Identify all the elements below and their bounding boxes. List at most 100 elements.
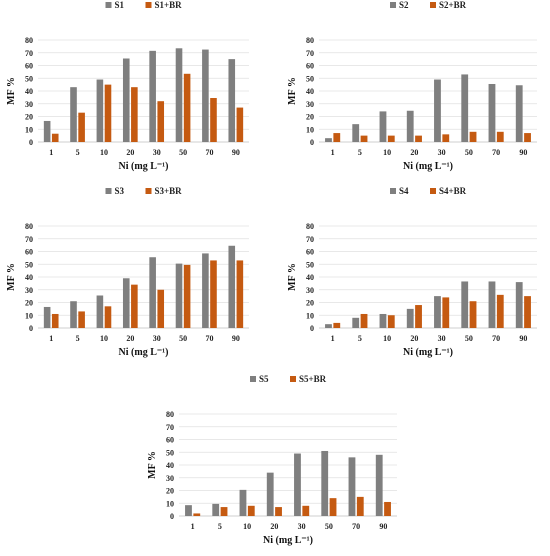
chart-4-x-tick-label: 5 <box>358 334 362 343</box>
chart-2-legend-swatch <box>390 2 396 8</box>
chart-1-y-tick-label: 60 <box>25 62 33 71</box>
chart-1-y-tick-label: 40 <box>25 87 33 96</box>
chart-2-bar-s2-br-50 <box>469 131 477 142</box>
chart-2-x-tick-label: 90 <box>519 148 527 157</box>
chart-1-bar-s1-5 <box>70 87 77 142</box>
chart-4-x-tick-label: 10 <box>383 334 391 343</box>
chart-1-bar-s1-br-50 <box>183 73 191 142</box>
chart-2-legend-label: S2 <box>399 0 409 10</box>
chart-2-legend-swatch <box>430 2 436 8</box>
chart-3-y-tick-label: 70 <box>25 235 33 244</box>
chart-5-legend-swatch <box>290 376 296 382</box>
chart-3-x-tick-label: 10 <box>100 334 108 343</box>
chart-4-bar-s4-br-50 <box>469 301 477 328</box>
chart-3-x-axis-title: Ni (mg L⁻¹) <box>119 347 169 358</box>
chart-1-bar-s1-20 <box>122 58 130 142</box>
chart-5-y-tick-label: 20 <box>166 487 174 496</box>
chart-5-bar-s5-20 <box>266 472 274 516</box>
chart-3-legend-label: S3 <box>115 186 125 196</box>
chart-1-bar-s1-br-10 <box>104 84 112 142</box>
chart-4-y-tick-label: 50 <box>306 260 314 269</box>
chart-4-legend-label: S4 <box>399 186 409 196</box>
chart-4-bar-s4-br-10 <box>387 315 395 328</box>
chart-5-y-tick-label: 10 <box>166 499 174 508</box>
chart-3-bar-s3-90 <box>228 245 236 328</box>
chart-5-y-tick-label: 60 <box>166 436 174 445</box>
chart-5-y-tick-label: 50 <box>166 448 174 457</box>
chart-4-legend-swatch <box>390 188 396 194</box>
chart-2-bar-s2-10 <box>379 111 387 142</box>
chart-2-y-tick-label: 10 <box>306 125 314 134</box>
chart-1-bar-s1-70 <box>202 49 209 142</box>
chart-2-bar-s2-90 <box>515 85 523 142</box>
chart-2-x-tick-label: 5 <box>358 148 362 157</box>
chart-2-x-tick-label: 20 <box>410 148 418 157</box>
chart-4-y-tick-label: 0 <box>310 324 314 333</box>
chart-5-bar-s5-br-10 <box>247 505 255 516</box>
chart-4-x-tick-label: 20 <box>410 334 418 343</box>
chart-2-y-tick-label: 60 <box>306 62 314 71</box>
chart-4-x-tick-label: 90 <box>519 334 527 343</box>
chart-1-y-tick-label: 70 <box>25 49 33 58</box>
chart-5-bar-s5-br-70 <box>356 496 364 516</box>
chart-4-bar-s4-5 <box>352 317 360 328</box>
chart-4-bar-s4-br-1 <box>333 322 341 328</box>
chart-4-bar-s4-1 <box>325 324 332 328</box>
chart-1-y-tick-label: 30 <box>25 100 33 109</box>
chart-4-x-tick-label: 50 <box>465 334 473 343</box>
chart-3-x-tick-label: 20 <box>126 334 134 343</box>
chart-3-y-tick-label: 50 <box>25 260 33 269</box>
chart-3-y-tick-label: 80 <box>25 222 33 231</box>
chart-3-legend-swatch <box>105 188 112 194</box>
chart-4-x-tick-label: 1 <box>331 334 335 343</box>
chart-2-bar-s2-br-10 <box>387 135 395 142</box>
chart-s2-svg: 0 10 20 30 40 50 60 70 80 1 5 10 20 30 50 70 90 S2 S2+BR MF… <box>287 0 537 172</box>
chart-1-y-tick-label: 50 <box>25 74 33 83</box>
chart-3-bar-s3-10 <box>96 295 104 328</box>
chart-4-bar-s4-br-20 <box>415 305 422 328</box>
chart-s3-svg: 0 10 20 30 40 50 60 70 80 1 5 10 20 30 50 70 90 S3 S3+BR MF… <box>6 186 249 358</box>
chart-3-bar-s3-br-50 <box>183 264 191 328</box>
chart-5-bar-s5-90 <box>375 454 383 516</box>
chart-4-y-tick-label: 40 <box>306 273 314 282</box>
chart-2-x-tick-label: 70 <box>492 148 500 157</box>
chart-5-bar-s5-br-5 <box>220 507 228 516</box>
chart-1-bar-s1-br-90 <box>236 107 244 142</box>
chart-2-x-axis-title: Ni (mg L⁻¹) <box>403 161 453 172</box>
chart-1-y-tick-label: 20 <box>25 113 33 122</box>
chart-5-legend-swatch <box>250 376 256 382</box>
chart-3-bar-s3-50 <box>175 263 183 328</box>
chart-3-x-tick-label: 50 <box>179 334 187 343</box>
chart-2-bar-s2-br-20 <box>415 135 422 142</box>
chart-1-legend-label: S1+BR <box>155 0 183 10</box>
chart-1-y-tick-label: 80 <box>25 36 33 45</box>
chart-5-x-tick-label: 70 <box>352 522 360 531</box>
chart-3-bar-s3-20 <box>122 278 130 328</box>
chart-5-bar-s5-br-1 <box>193 513 201 516</box>
chart-5-y-axis-title: MF % <box>147 451 158 479</box>
chart-3-x-tick-label: 5 <box>76 334 80 343</box>
chart-3-legend-label: S3+BR <box>155 186 183 196</box>
chart-4-bar-s4-50 <box>461 281 469 328</box>
chart-1-x-tick-label: 5 <box>76 148 80 157</box>
chart-5-legend-label: S5+BR <box>299 374 327 384</box>
chart-1-legend-label: S1 <box>115 0 125 10</box>
chart-s4-svg: 0 10 20 30 40 50 60 70 80 1 5 10 20 30 50 70 90 S4 S4+BR MF… <box>287 186 537 358</box>
chart-1-y-axis-title: MF % <box>6 77 17 105</box>
chart-s3: 0 10 20 30 40 50 60 70 80 1 5 10 20 30 50 70 90 S3 S3+BR MF… <box>2 186 257 364</box>
chart-4-x-axis-title: Ni (mg L⁻¹) <box>403 347 453 358</box>
chart-4-bar-s4-br-70 <box>496 294 504 328</box>
chart-1-bar-s1-br-1 <box>51 133 59 142</box>
chart-2-bar-s2-br-70 <box>496 131 504 142</box>
chart-2-bar-s2-70 <box>488 83 496 142</box>
chart-5-y-tick-label: 40 <box>166 461 174 470</box>
chart-1-bar-s1-50 <box>175 48 183 142</box>
chart-2-y-tick-label: 20 <box>306 113 314 122</box>
chart-3-y-tick-label: 20 <box>25 299 33 308</box>
chart-2-y-axis-title: MF % <box>287 77 298 105</box>
chart-5-x-axis-title: Ni (mg L⁻¹) <box>263 535 313 546</box>
chart-5-bar-s5-br-50 <box>329 498 337 516</box>
chart-4-x-tick-label: 30 <box>438 334 446 343</box>
chart-1-bar-s1-30 <box>149 50 156 142</box>
chart-5-bar-s5-50 <box>321 450 329 516</box>
